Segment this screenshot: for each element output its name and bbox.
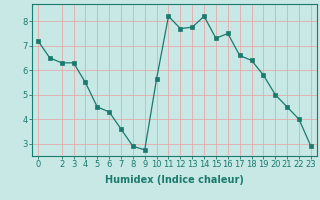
X-axis label: Humidex (Indice chaleur): Humidex (Indice chaleur): [105, 175, 244, 185]
